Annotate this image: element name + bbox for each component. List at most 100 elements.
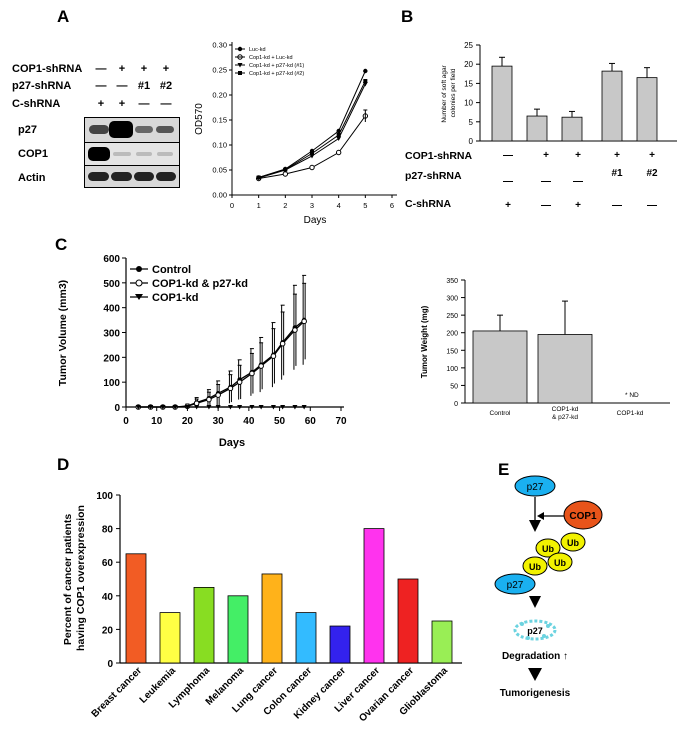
x-tick-label: 0 xyxy=(230,201,234,210)
y-tick-label: 200 xyxy=(103,353,120,364)
data-point xyxy=(249,405,255,410)
b-condition-mark: + xyxy=(575,200,581,211)
data-point xyxy=(227,385,234,392)
bar xyxy=(537,334,593,404)
arrow-head-icon xyxy=(528,668,542,681)
bar xyxy=(431,620,453,664)
b-condition-mark: #1 xyxy=(611,168,623,179)
x-tick-label: 4 xyxy=(337,201,341,210)
panel-letter-d: D xyxy=(57,455,70,474)
data-point xyxy=(215,392,221,398)
x-category-label: Control xyxy=(490,410,512,417)
b-condition-mark: — xyxy=(503,150,513,161)
b-condition-mark: — xyxy=(541,200,551,211)
ub-node xyxy=(560,532,586,552)
data-point xyxy=(301,405,307,410)
data-point xyxy=(206,405,212,410)
data-point xyxy=(292,327,298,333)
y-tick-label: 0.10 xyxy=(212,141,227,150)
diagram-e-pathway: p27 COP1 Ub Ub Ub Ub p27 p27 Degradation… xyxy=(494,475,603,699)
x-tick-label: 40 xyxy=(243,416,255,427)
y-tick-label: 0 xyxy=(107,659,113,670)
b-condition-mark: — xyxy=(647,200,657,211)
wb-mark: #1 xyxy=(137,80,151,92)
data-point xyxy=(270,405,276,410)
data-point xyxy=(270,353,277,359)
panel-letter-b: B xyxy=(401,7,414,26)
arrow-head-icon xyxy=(529,520,541,532)
data-point xyxy=(279,340,286,347)
wb-mark: + xyxy=(97,98,105,110)
chart-c-ylabel: Tumor Volume (mm3) xyxy=(57,280,69,386)
legend-text: Cop1-kd + Luc-kd xyxy=(249,55,293,61)
p27-top-label: p27 xyxy=(527,482,544,493)
y-tick-label: 20 xyxy=(102,625,114,636)
panel-letter-e: E xyxy=(498,460,510,479)
y-tick-label: 0 xyxy=(114,403,120,414)
chart-a-od570: 0 1 2 3 4 5 6 0.00 0.05 0.10 0.15 0.20 0.25 0.30 OD57… xyxy=(194,41,397,226)
data-point xyxy=(292,405,298,410)
data-point xyxy=(335,149,342,156)
chart-b-ylabel: Number of soft agar colonies per field xyxy=(441,63,457,122)
blot-label-cop1: COP1 xyxy=(18,148,48,160)
data-point xyxy=(236,379,243,385)
chart-b-soft-agar: 0 5 10 15 20 25 Number of soft agar colonies … xyxy=(441,41,677,146)
chart-a-xlabel: Days xyxy=(304,215,327,226)
wb-row-label-c-shrna: C-shRNA xyxy=(12,98,61,110)
wb-mark: + xyxy=(140,63,148,75)
data-point xyxy=(215,405,221,410)
data-point xyxy=(172,405,178,410)
y-tick-label: 25 xyxy=(464,41,473,50)
data-point xyxy=(258,405,264,410)
b-condition-mark: — xyxy=(541,176,551,187)
bar xyxy=(261,573,283,664)
x-category-label: Breast cancer xyxy=(90,665,145,720)
chart-c-tumor-weight: 0 50 100 150 200 250 300 350 Control COP1-kd & p2… xyxy=(420,278,670,421)
chart-c-xlabel: Days xyxy=(219,437,245,449)
data-point xyxy=(194,405,200,410)
chart-d-ylabel: Percent of cancer patients having COP1 o… xyxy=(62,505,87,651)
data-point xyxy=(336,133,341,137)
degradation-label: Degradation ↑ xyxy=(502,651,568,662)
cop1-arrow-head-icon xyxy=(537,512,544,520)
y-tick-label: 400 xyxy=(103,304,120,315)
x-tick-label: 3 xyxy=(310,201,314,210)
ub-node xyxy=(547,552,573,572)
bar xyxy=(295,612,317,664)
y-tick-label: 5 xyxy=(469,118,474,127)
y-tick-label: 0.30 xyxy=(212,41,227,50)
b-condition-mark: + xyxy=(614,150,620,161)
x-category-label: COP1-kd xyxy=(617,410,644,417)
b-condition-mark: #2 xyxy=(646,168,658,179)
data-point xyxy=(309,164,315,171)
bar xyxy=(329,625,351,664)
blot-actin xyxy=(84,165,180,188)
ub-label: Ub xyxy=(542,544,554,554)
legend-text: Control xyxy=(152,264,191,276)
chart-c-tumor-volume: 0 10 20 30 40 50 60 70 0 100 200 300 400 500 600 Tumor… xyxy=(57,254,347,449)
x-tick-label: 1 xyxy=(257,201,261,210)
y-tick-label: 80 xyxy=(102,525,114,536)
blot-label-p27: p27 xyxy=(18,124,37,136)
x-tick-label: 20 xyxy=(182,416,194,427)
blot-label-actin: Actin xyxy=(18,172,46,184)
y-tick-label: 50 xyxy=(450,383,458,390)
data-point xyxy=(363,68,368,74)
bar xyxy=(561,116,583,142)
chart-cw-ylabel: Tumor Weight (mg) xyxy=(420,305,429,378)
ub-label: Ub xyxy=(554,558,566,568)
legend-text: COP1-kd xyxy=(152,292,198,304)
bar xyxy=(472,330,528,404)
y-tick-label: 600 xyxy=(103,254,120,265)
wb-row-label-cop1-shrna: COP1-shRNA xyxy=(12,63,83,75)
data-point xyxy=(363,79,368,83)
data-point xyxy=(206,396,212,403)
x-tick-label: 30 xyxy=(213,416,225,427)
y-tick-label: 0 xyxy=(454,401,458,408)
bar xyxy=(125,553,147,664)
data-point xyxy=(148,405,154,410)
ub-node xyxy=(522,556,548,576)
b-condition-mark: — xyxy=(573,176,583,187)
legend-marker xyxy=(135,279,143,287)
bar xyxy=(363,528,385,664)
